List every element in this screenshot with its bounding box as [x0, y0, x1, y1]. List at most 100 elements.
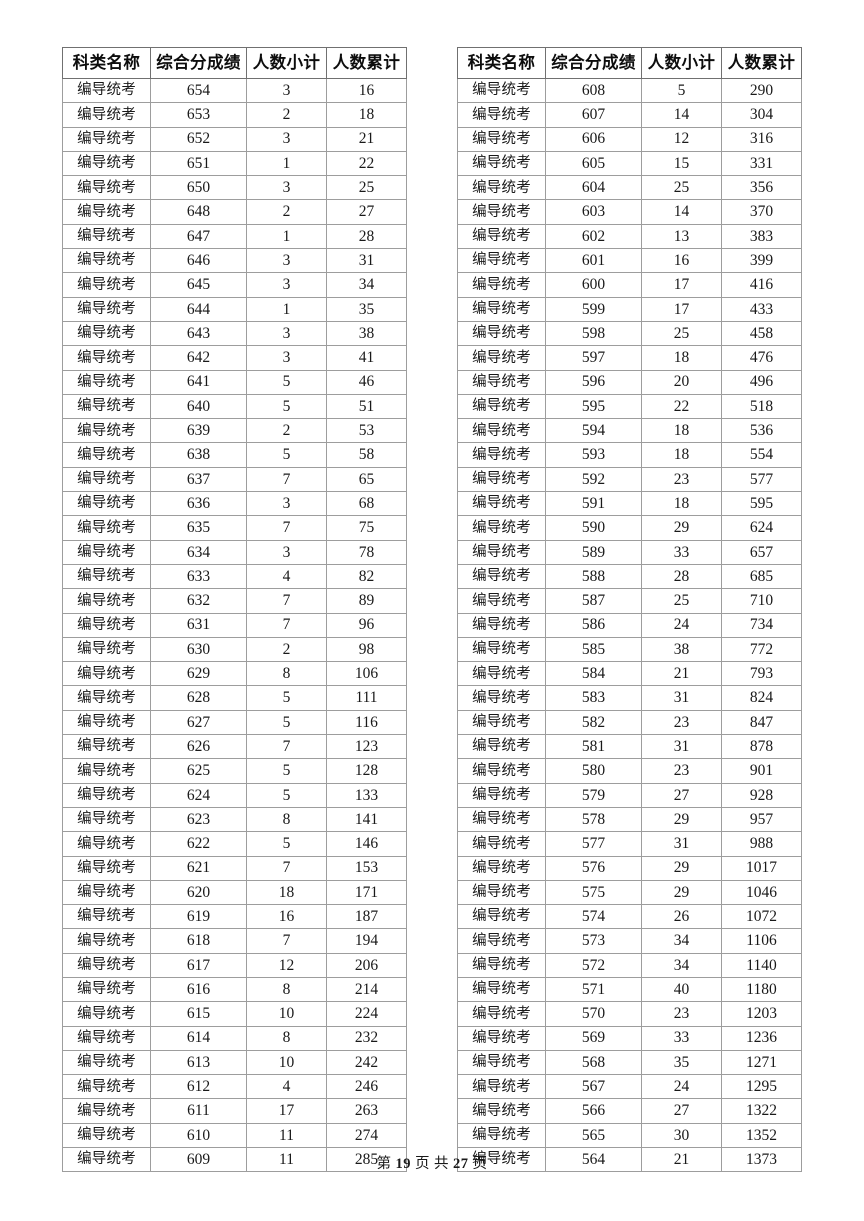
cell-composite-score: 639: [150, 418, 247, 444]
cell-category-name: 编导统考: [457, 734, 546, 760]
cell-category-name: 编导统考: [62, 199, 151, 225]
table-row: 编导统考 580 23 901: [457, 758, 802, 784]
cell-count-subtotal: 25: [641, 588, 722, 614]
table-row: 编导统考 573 34 1106: [457, 928, 802, 954]
table-row: 编导统考 653 2 18: [62, 102, 407, 128]
cell-count-subtotal: 31: [641, 685, 722, 711]
cell-composite-score: 611: [150, 1098, 247, 1124]
cell-category-name: 编导统考: [62, 418, 151, 444]
footer-total-pages: 27: [453, 1156, 469, 1172]
cell-category-name: 编导统考: [457, 248, 546, 274]
score-table-right: 科类名称 综合分成绩 人数小计 人数累计 编导统考 608 5 290 编导统考 607 1…: [457, 47, 802, 1173]
cell-category-name: 编导统考: [457, 126, 546, 152]
cell-count-cumulative: 901: [721, 758, 802, 784]
cell-category-name: 编导统考: [457, 296, 546, 322]
cell-count-cumulative: 304: [721, 102, 802, 128]
cell-composite-score: 598: [545, 320, 642, 347]
cell-count-cumulative: 433: [721, 296, 802, 322]
table-row: 编导统考 600 17 416: [457, 272, 802, 298]
cell-count-cumulative: 78: [326, 539, 407, 565]
cell-composite-score: 588: [545, 563, 642, 590]
cell-count-cumulative: 370: [721, 199, 802, 225]
cell-count-subtotal: 2: [246, 636, 327, 663]
cell-composite-score: 640: [150, 393, 247, 420]
table-row: 编导统考 590 29 624: [457, 515, 802, 541]
cell-count-cumulative: 263: [326, 1098, 407, 1124]
table-row: 编导统考 641 5 46: [62, 369, 407, 395]
table-row: 编导统考 579 27 928: [457, 782, 802, 808]
cell-count-cumulative: 399: [721, 248, 802, 274]
table-row: 编导统考 634 3 78: [62, 539, 407, 565]
table-row: 编导统考 623 8 141: [62, 806, 407, 833]
table-row: 编导统考 635 7 75: [62, 515, 407, 541]
cell-composite-score: 603: [545, 199, 642, 225]
cell-count-subtotal: 29: [641, 855, 722, 881]
table-row: 编导统考 568 35 1271: [457, 1049, 802, 1076]
footer-page-char: 页: [415, 1156, 430, 1172]
table-row: 编导统考 584 21 793: [457, 661, 802, 687]
table-row: 编导统考 591 18 595: [457, 491, 802, 517]
cell-count-subtotal: 10: [246, 1049, 327, 1076]
cell-count-subtotal: 8: [246, 661, 327, 687]
cell-count-subtotal: 12: [641, 126, 722, 152]
cell-composite-score: 624: [150, 782, 247, 808]
cell-count-cumulative: 133: [326, 782, 407, 808]
cell-count-cumulative: 89: [326, 588, 407, 614]
table-row: 编导统考 586 24 734: [457, 612, 802, 638]
cell-category-name: 编导统考: [457, 1074, 546, 1100]
cell-composite-score: 619: [150, 904, 247, 930]
cell-category-name: 编导统考: [457, 150, 546, 177]
cell-category-name: 编导统考: [457, 879, 546, 906]
cell-category-name: 编导统考: [457, 928, 546, 954]
cell-category-name: 编导统考: [457, 661, 546, 687]
table-row: 编导统考 565 30 1352: [457, 1122, 802, 1149]
table-row: 编导统考 602 13 383: [457, 223, 802, 250]
table-row: 编导统考 592 23 577: [457, 466, 802, 493]
cell-count-subtotal: 31: [641, 831, 722, 857]
cell-category-name: 编导统考: [62, 369, 151, 395]
cell-count-cumulative: 82: [326, 563, 407, 590]
cell-count-cumulative: 1180: [721, 976, 802, 1003]
cell-count-subtotal: 29: [641, 879, 722, 906]
cell-count-subtotal: 1: [246, 223, 327, 250]
table-row: 编导统考 617 12 206: [62, 952, 407, 978]
cell-count-cumulative: 316: [721, 126, 802, 152]
table-row: 编导统考 585 38 772: [457, 636, 802, 663]
cell-count-subtotal: 7: [246, 588, 327, 614]
cell-category-name: 编导统考: [62, 734, 151, 760]
column-header-score: 综合分成绩: [545, 47, 642, 79]
cell-composite-score: 600: [545, 272, 642, 298]
cell-count-cumulative: 171: [326, 879, 407, 906]
cell-count-cumulative: 65: [326, 466, 407, 493]
cell-count-subtotal: 20: [641, 369, 722, 395]
footer-prefix-label: 第: [376, 1156, 392, 1172]
table-row: 编导统考 640 5 51: [62, 393, 407, 420]
cell-composite-score: 570: [545, 1001, 642, 1027]
cell-composite-score: 581: [545, 734, 642, 760]
cell-category-name: 编导统考: [62, 491, 151, 517]
cell-count-subtotal: 3: [246, 126, 327, 152]
cell-count-cumulative: 1046: [721, 879, 802, 906]
cell-count-cumulative: 51: [326, 393, 407, 420]
cell-category-name: 编导统考: [457, 199, 546, 225]
cell-composite-score: 586: [545, 612, 642, 638]
table-row: 编导统考 622 5 146: [62, 831, 407, 857]
cell-category-name: 编导统考: [62, 1122, 151, 1149]
cell-composite-score: 644: [150, 296, 247, 322]
cell-category-name: 编导统考: [457, 685, 546, 711]
cell-count-cumulative: 35: [326, 296, 407, 322]
cell-category-name: 编导统考: [62, 150, 151, 177]
cell-count-cumulative: 496: [721, 369, 802, 395]
table-row: 编导统考 644 1 35: [62, 296, 407, 322]
cell-category-name: 编导统考: [62, 709, 151, 736]
cell-count-subtotal: 5: [246, 393, 327, 420]
cell-count-cumulative: 928: [721, 782, 802, 808]
cell-composite-score: 648: [150, 199, 247, 225]
cell-count-cumulative: 16: [326, 77, 407, 104]
cell-category-name: 编导统考: [457, 77, 546, 104]
cell-composite-score: 618: [150, 928, 247, 954]
table-row: 编导统考 589 33 657: [457, 539, 802, 565]
table-row: 编导统考 594 18 536: [457, 418, 802, 444]
cell-category-name: 编导统考: [62, 1147, 151, 1173]
cell-category-name: 编导统考: [62, 1098, 151, 1124]
